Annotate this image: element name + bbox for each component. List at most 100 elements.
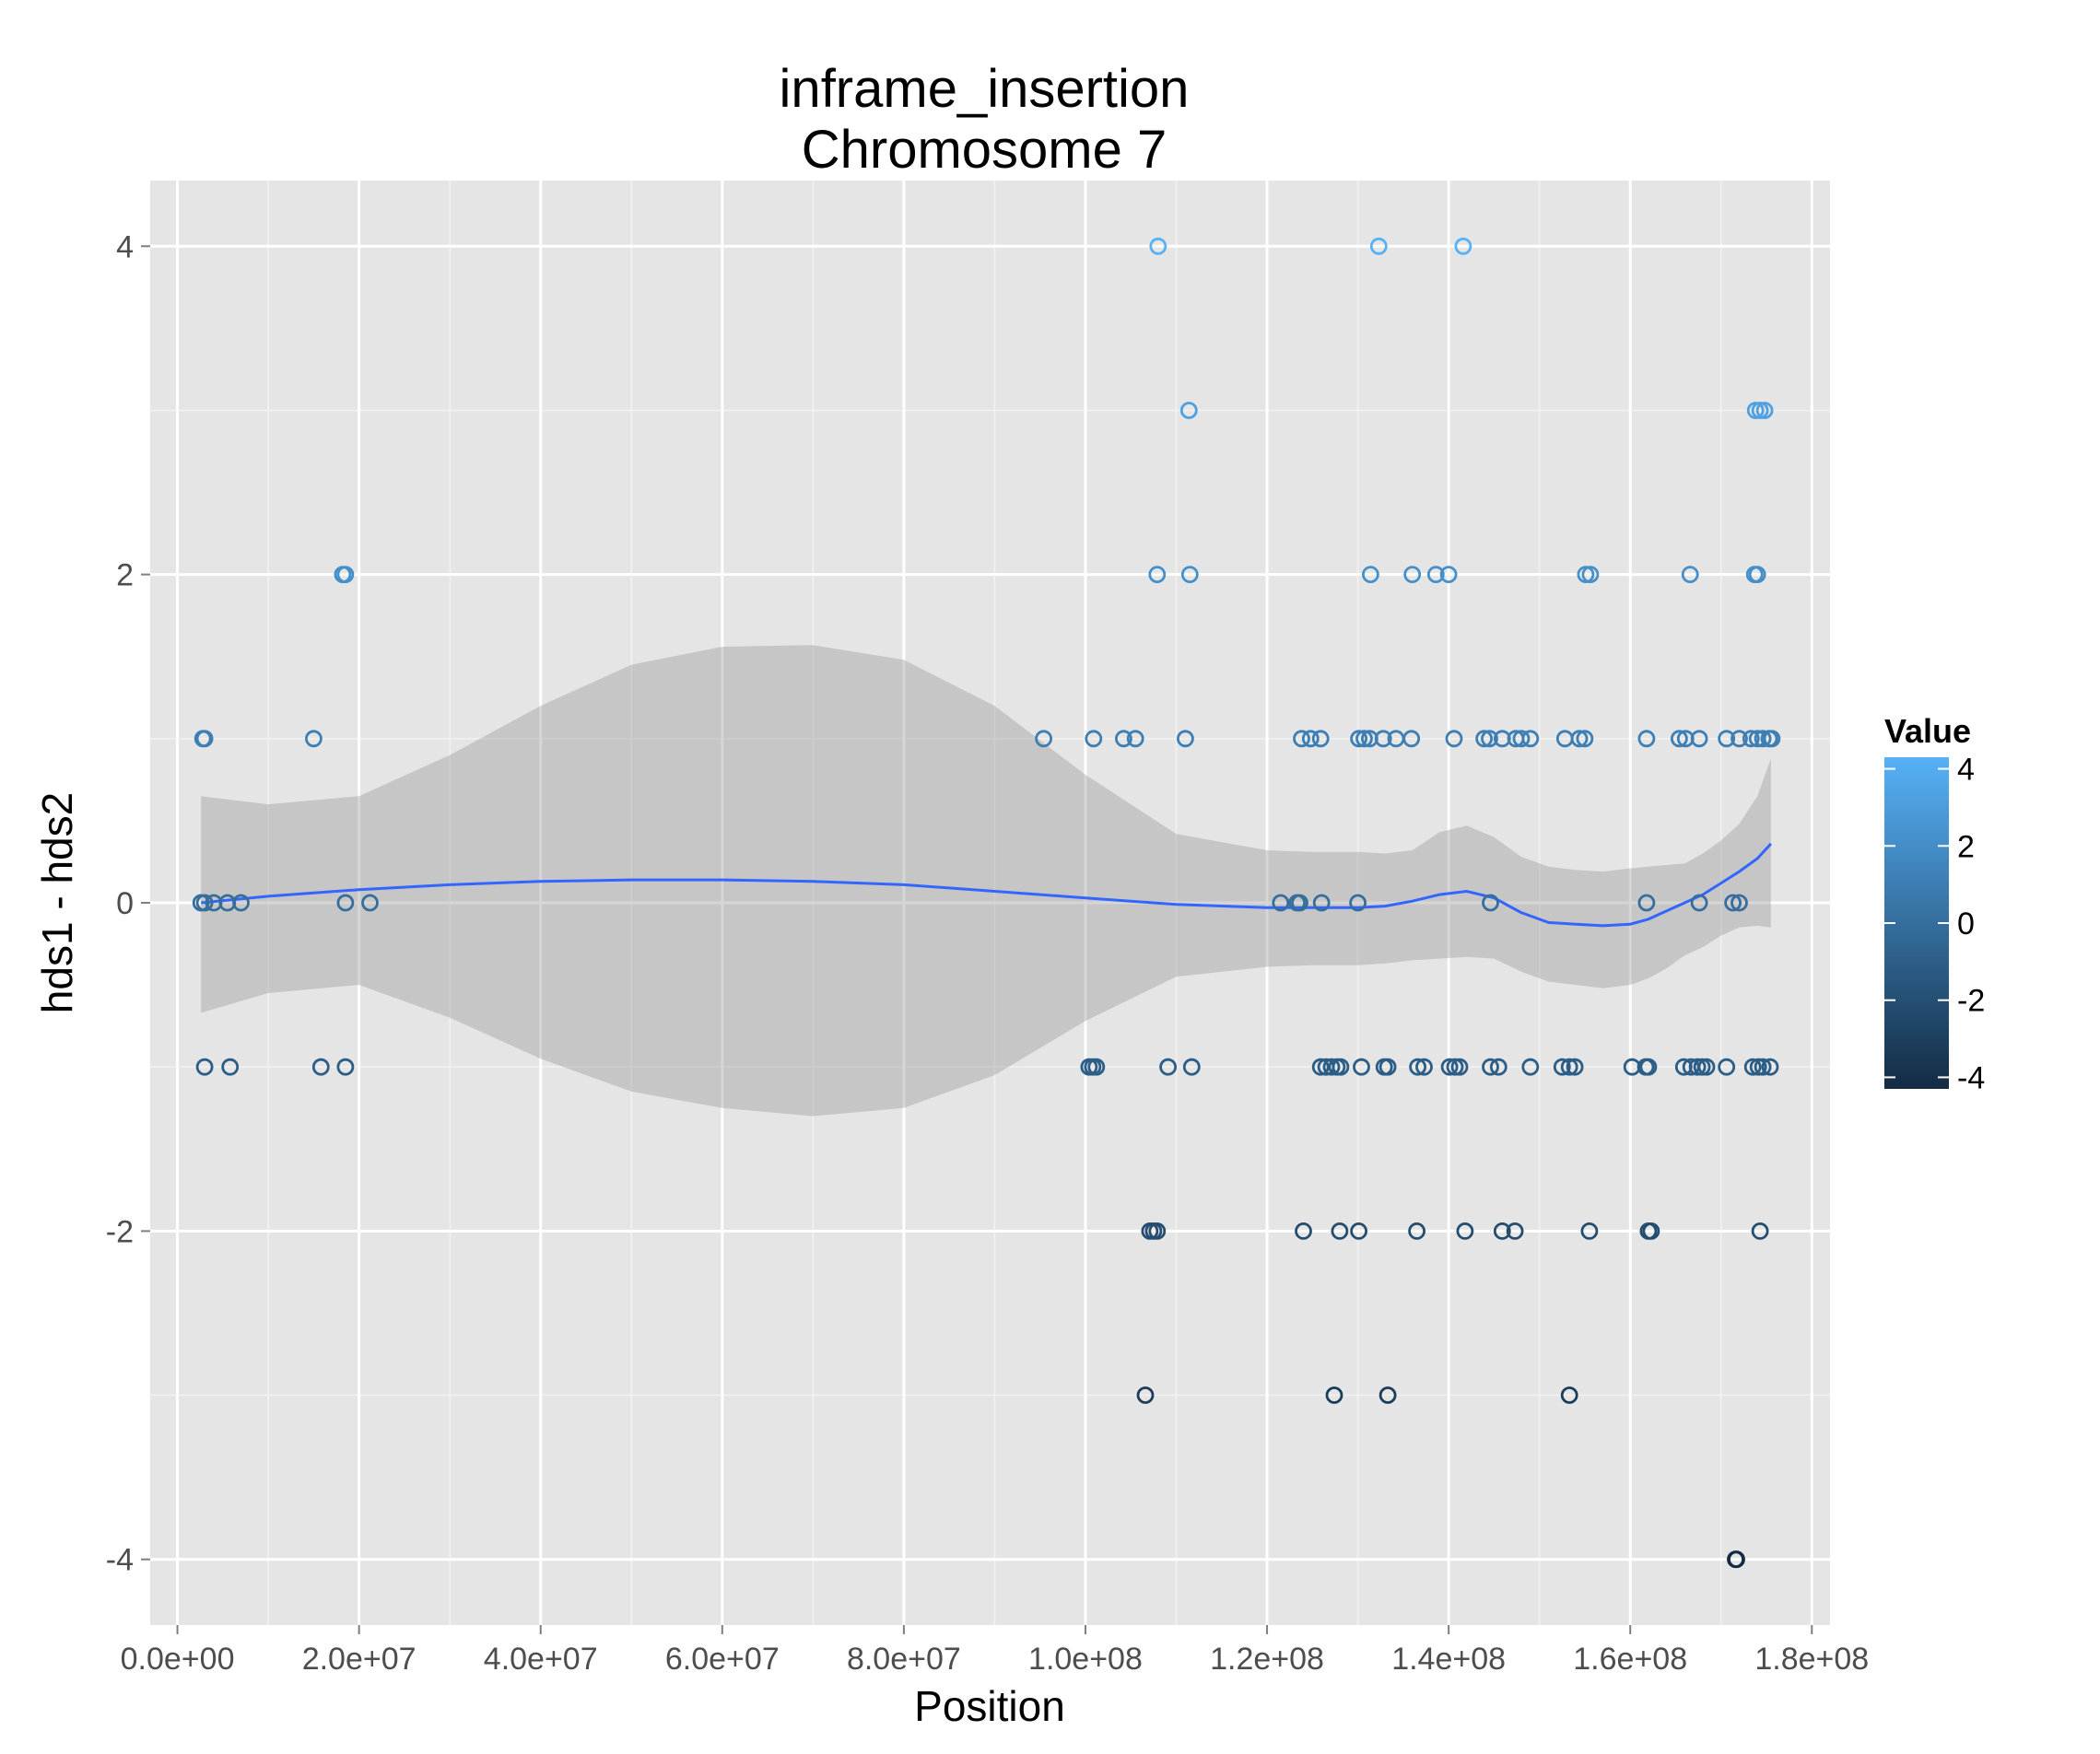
data-point bbox=[1182, 1058, 1201, 1076]
data-point bbox=[1690, 894, 1708, 912]
smooth-line-layer bbox=[201, 842, 1773, 928]
data-point bbox=[1482, 1058, 1499, 1076]
data-point bbox=[1724, 894, 1742, 912]
data-point bbox=[1637, 894, 1656, 912]
y-axis-title: hds1 - hds2 bbox=[33, 792, 81, 1013]
data-point bbox=[1637, 730, 1656, 748]
data-point bbox=[1728, 1550, 1745, 1569]
x-tick-label: 1.8e+08 bbox=[1754, 1642, 1869, 1677]
data-point bbox=[1639, 1058, 1658, 1076]
data-point bbox=[1730, 730, 1748, 748]
data-point bbox=[1408, 1222, 1425, 1240]
data-point bbox=[1415, 1058, 1433, 1076]
data-point bbox=[304, 730, 323, 748]
data-point bbox=[1378, 1058, 1397, 1076]
data-point bbox=[195, 1058, 214, 1076]
data-point bbox=[1642, 1222, 1660, 1240]
data-point bbox=[1580, 1222, 1599, 1240]
data-point bbox=[1754, 1058, 1772, 1076]
x-tick-label: 4.0e+07 bbox=[484, 1642, 598, 1677]
data-point bbox=[1035, 730, 1052, 748]
legend-label: -4 bbox=[1957, 1060, 1985, 1095]
data-point bbox=[1718, 730, 1736, 748]
data-point bbox=[311, 1058, 330, 1076]
x-tick-label: 1.4e+08 bbox=[1391, 1642, 1506, 1677]
x-axis-title: Position bbox=[914, 1682, 1065, 1730]
legend-label: 2 bbox=[1957, 829, 1975, 864]
data-point bbox=[336, 1058, 355, 1076]
data-point bbox=[1512, 730, 1531, 748]
data-point bbox=[1566, 1058, 1584, 1076]
x-tick-label: 1.6e+08 bbox=[1573, 1642, 1687, 1677]
y-axis: -4 -2 0 2 4 bbox=[106, 229, 150, 1578]
data-point bbox=[1087, 1058, 1106, 1076]
confidence-ribbon-layer bbox=[201, 645, 1771, 1117]
data-point bbox=[1426, 566, 1445, 583]
data-point bbox=[1763, 730, 1781, 748]
x-tick-label: 8.0e+07 bbox=[847, 1642, 961, 1677]
data-point bbox=[1149, 237, 1167, 255]
data-point bbox=[1521, 1058, 1540, 1076]
data-point bbox=[1312, 894, 1331, 912]
data-point bbox=[1159, 1058, 1177, 1076]
data-point bbox=[1576, 730, 1594, 748]
data-point bbox=[1450, 1058, 1469, 1076]
data-point bbox=[1355, 730, 1373, 748]
data-point bbox=[1311, 730, 1330, 748]
data-point bbox=[1445, 730, 1463, 748]
data-point bbox=[1350, 1222, 1367, 1240]
data-point bbox=[1560, 1386, 1578, 1404]
data-point bbox=[1454, 237, 1472, 255]
legend-label: 4 bbox=[1957, 753, 1975, 788]
data-point bbox=[1553, 1058, 1571, 1076]
data-point bbox=[1577, 566, 1595, 583]
data-point bbox=[1349, 894, 1367, 912]
y-tick-label: -2 bbox=[106, 1214, 134, 1249]
chart-title: inframe_insertion bbox=[780, 59, 1190, 119]
x-tick-label: 0.0e+00 bbox=[121, 1642, 235, 1677]
data-point bbox=[1751, 1222, 1769, 1240]
data-point bbox=[1570, 730, 1589, 748]
data-point bbox=[1482, 894, 1499, 912]
data-point bbox=[1331, 1222, 1349, 1240]
data-point bbox=[1475, 730, 1493, 748]
data-point bbox=[195, 894, 214, 912]
data-point bbox=[1671, 730, 1688, 748]
data-point bbox=[1085, 730, 1103, 748]
y-tick-label: 4 bbox=[116, 229, 134, 264]
data-point bbox=[1581, 566, 1600, 583]
data-point bbox=[1755, 402, 1774, 419]
data-point bbox=[1402, 730, 1421, 748]
data-point bbox=[1439, 566, 1458, 583]
data-point bbox=[1743, 1058, 1762, 1076]
data-point bbox=[1311, 1058, 1330, 1076]
data-point bbox=[1489, 1058, 1508, 1076]
data-point bbox=[1446, 1058, 1464, 1076]
data-point bbox=[1115, 730, 1132, 748]
data-point bbox=[1291, 894, 1308, 912]
data-point bbox=[1374, 730, 1392, 748]
smooth-line bbox=[201, 842, 1773, 928]
data-point bbox=[1378, 1386, 1397, 1404]
data-point bbox=[1403, 566, 1422, 583]
data-point bbox=[195, 730, 214, 748]
data-point bbox=[1493, 1222, 1511, 1240]
data-point bbox=[1322, 1058, 1341, 1076]
confidence-ribbon bbox=[201, 645, 1771, 1117]
data-point bbox=[336, 894, 355, 912]
data-point bbox=[1293, 730, 1310, 748]
data-point bbox=[1440, 1058, 1459, 1076]
x-tick-label: 1.0e+08 bbox=[1028, 1642, 1143, 1677]
data-point bbox=[1148, 566, 1167, 583]
data-point bbox=[361, 894, 379, 912]
data-point bbox=[1730, 894, 1748, 912]
data-point bbox=[1761, 1058, 1779, 1076]
x-tick-label: 6.0e+07 bbox=[665, 1642, 780, 1677]
legend-ticks: 4 2 0 -2 -4 bbox=[1884, 753, 1985, 1095]
data-point bbox=[1560, 1058, 1578, 1076]
chart-subtitle: Chromosome 7 bbox=[802, 120, 1167, 180]
data-point bbox=[232, 894, 250, 912]
x-tick-label: 2.0e+07 bbox=[302, 1642, 416, 1677]
data-point bbox=[221, 1058, 240, 1076]
